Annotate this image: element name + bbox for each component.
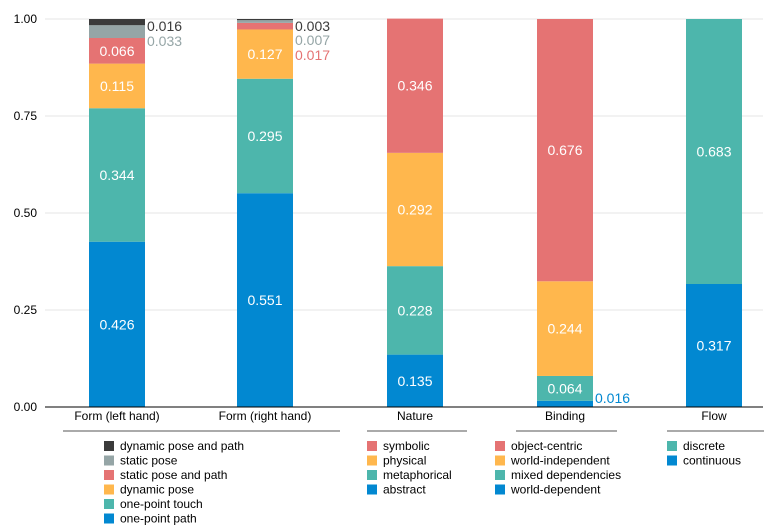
legend-label: symbolic xyxy=(383,439,430,453)
value-label-outside: 0.003 xyxy=(295,18,330,34)
legend-swatch xyxy=(667,455,677,466)
y-tick-label: 0.00 xyxy=(14,400,38,414)
legend-swatch xyxy=(104,513,114,524)
bar-segment xyxy=(237,19,293,21)
bar-segment xyxy=(89,108,145,242)
legend-label: world-independent xyxy=(510,454,610,468)
legend-label: object-centric xyxy=(511,439,582,453)
legend-swatch xyxy=(104,470,114,480)
legend-swatch xyxy=(495,470,505,480)
legend-label: dynamic pose xyxy=(120,483,194,497)
bar-segment xyxy=(537,281,593,376)
bar-segment xyxy=(89,19,145,26)
legend-swatch xyxy=(667,441,677,451)
bar-segment xyxy=(387,152,443,267)
legend-label: one-point touch xyxy=(120,497,203,511)
legend-label: dynamic pose and path xyxy=(120,439,244,453)
value-label: 0.426 xyxy=(99,316,134,332)
y-tick-label: 0.25 xyxy=(14,303,38,317)
legend-label: static pose xyxy=(120,454,178,468)
value-label: 0.317 xyxy=(696,338,731,354)
bar-segment xyxy=(686,19,742,285)
legend-swatch xyxy=(104,441,114,451)
bars-layer xyxy=(89,18,742,407)
value-label: 0.344 xyxy=(99,167,134,183)
value-label: 0.295 xyxy=(247,128,282,144)
legend-swatch xyxy=(495,455,505,466)
bar-segment xyxy=(237,20,293,23)
value-label: 0.135 xyxy=(397,373,432,389)
legend-swatch xyxy=(367,441,377,451)
value-label-outside: 0.017 xyxy=(295,47,330,63)
value-label-outside: 0.016 xyxy=(595,390,630,406)
legend-label: abstract xyxy=(383,483,426,497)
legend-swatch xyxy=(495,484,505,495)
legend-swatch xyxy=(104,499,114,509)
value-label: 0.244 xyxy=(547,321,582,337)
y-tick-label: 0.75 xyxy=(14,109,38,123)
value-label: 0.228 xyxy=(397,302,432,318)
legend-swatch xyxy=(367,455,377,466)
legend-label: physical xyxy=(383,454,426,468)
bar-segment xyxy=(537,375,593,401)
y-tick-label: 1.00 xyxy=(14,12,38,26)
legend-label: metaphorical xyxy=(383,468,452,482)
bar-segment xyxy=(537,19,593,282)
y-tick-label: 0.50 xyxy=(14,206,38,220)
value-label: 0.115 xyxy=(100,78,134,94)
value-label: 0.292 xyxy=(397,202,432,218)
bar-segment xyxy=(537,400,593,407)
legend-label: continuous xyxy=(683,454,741,468)
value-label-outside: 0.007 xyxy=(295,32,330,48)
x-tick-label: Flow xyxy=(701,409,727,423)
bar-segment xyxy=(89,241,145,407)
value-label: 0.683 xyxy=(696,144,731,160)
bar-segment xyxy=(89,63,145,109)
value-label: 0.551 xyxy=(247,292,282,308)
bar-segment xyxy=(686,284,742,407)
legend-swatch xyxy=(495,441,505,451)
bar-segment xyxy=(237,22,293,30)
bar-segment xyxy=(237,78,293,194)
bar-segment xyxy=(89,38,145,64)
legend-label: discrete xyxy=(683,439,725,453)
x-tick-label: Nature xyxy=(397,409,433,423)
bar-segment xyxy=(89,25,145,39)
bar-segment xyxy=(387,18,443,153)
legend-label: one-point path xyxy=(120,512,197,526)
value-label: 0.127 xyxy=(247,46,282,62)
value-label: 0.676 xyxy=(547,142,582,158)
x-tick-label: Binding xyxy=(545,409,585,423)
value-label: 0.064 xyxy=(547,380,582,396)
bar-segment xyxy=(237,29,293,79)
x-tick-label: Form (right hand) xyxy=(219,409,312,423)
value-labels-layer: 0.426 0.344 0.115 0.066 0.551 0.295 0.127 0.135… xyxy=(99,18,731,406)
value-label: 0.066 xyxy=(99,43,134,59)
bar-segment xyxy=(237,193,293,407)
legend-label: mixed dependencies xyxy=(511,468,621,482)
x-tick-label: Form (left hand) xyxy=(74,409,159,423)
value-label: 0.346 xyxy=(397,78,432,94)
legend-label: world-dependent xyxy=(510,483,601,497)
legend-swatch xyxy=(104,484,114,495)
legend-swatch xyxy=(367,484,377,495)
value-label-outside: 0.033 xyxy=(147,33,182,49)
value-label-outside: 0.016 xyxy=(147,18,182,34)
bar-segment xyxy=(387,354,443,407)
legend-label: static pose and path xyxy=(120,468,227,482)
axes-layer: 0.00 0.25 0.50 0.75 1.00 Form (left hand) Form… xyxy=(14,12,764,432)
legend-swatch xyxy=(104,455,114,466)
legend-swatch xyxy=(367,470,377,480)
bar-segment xyxy=(387,266,443,355)
